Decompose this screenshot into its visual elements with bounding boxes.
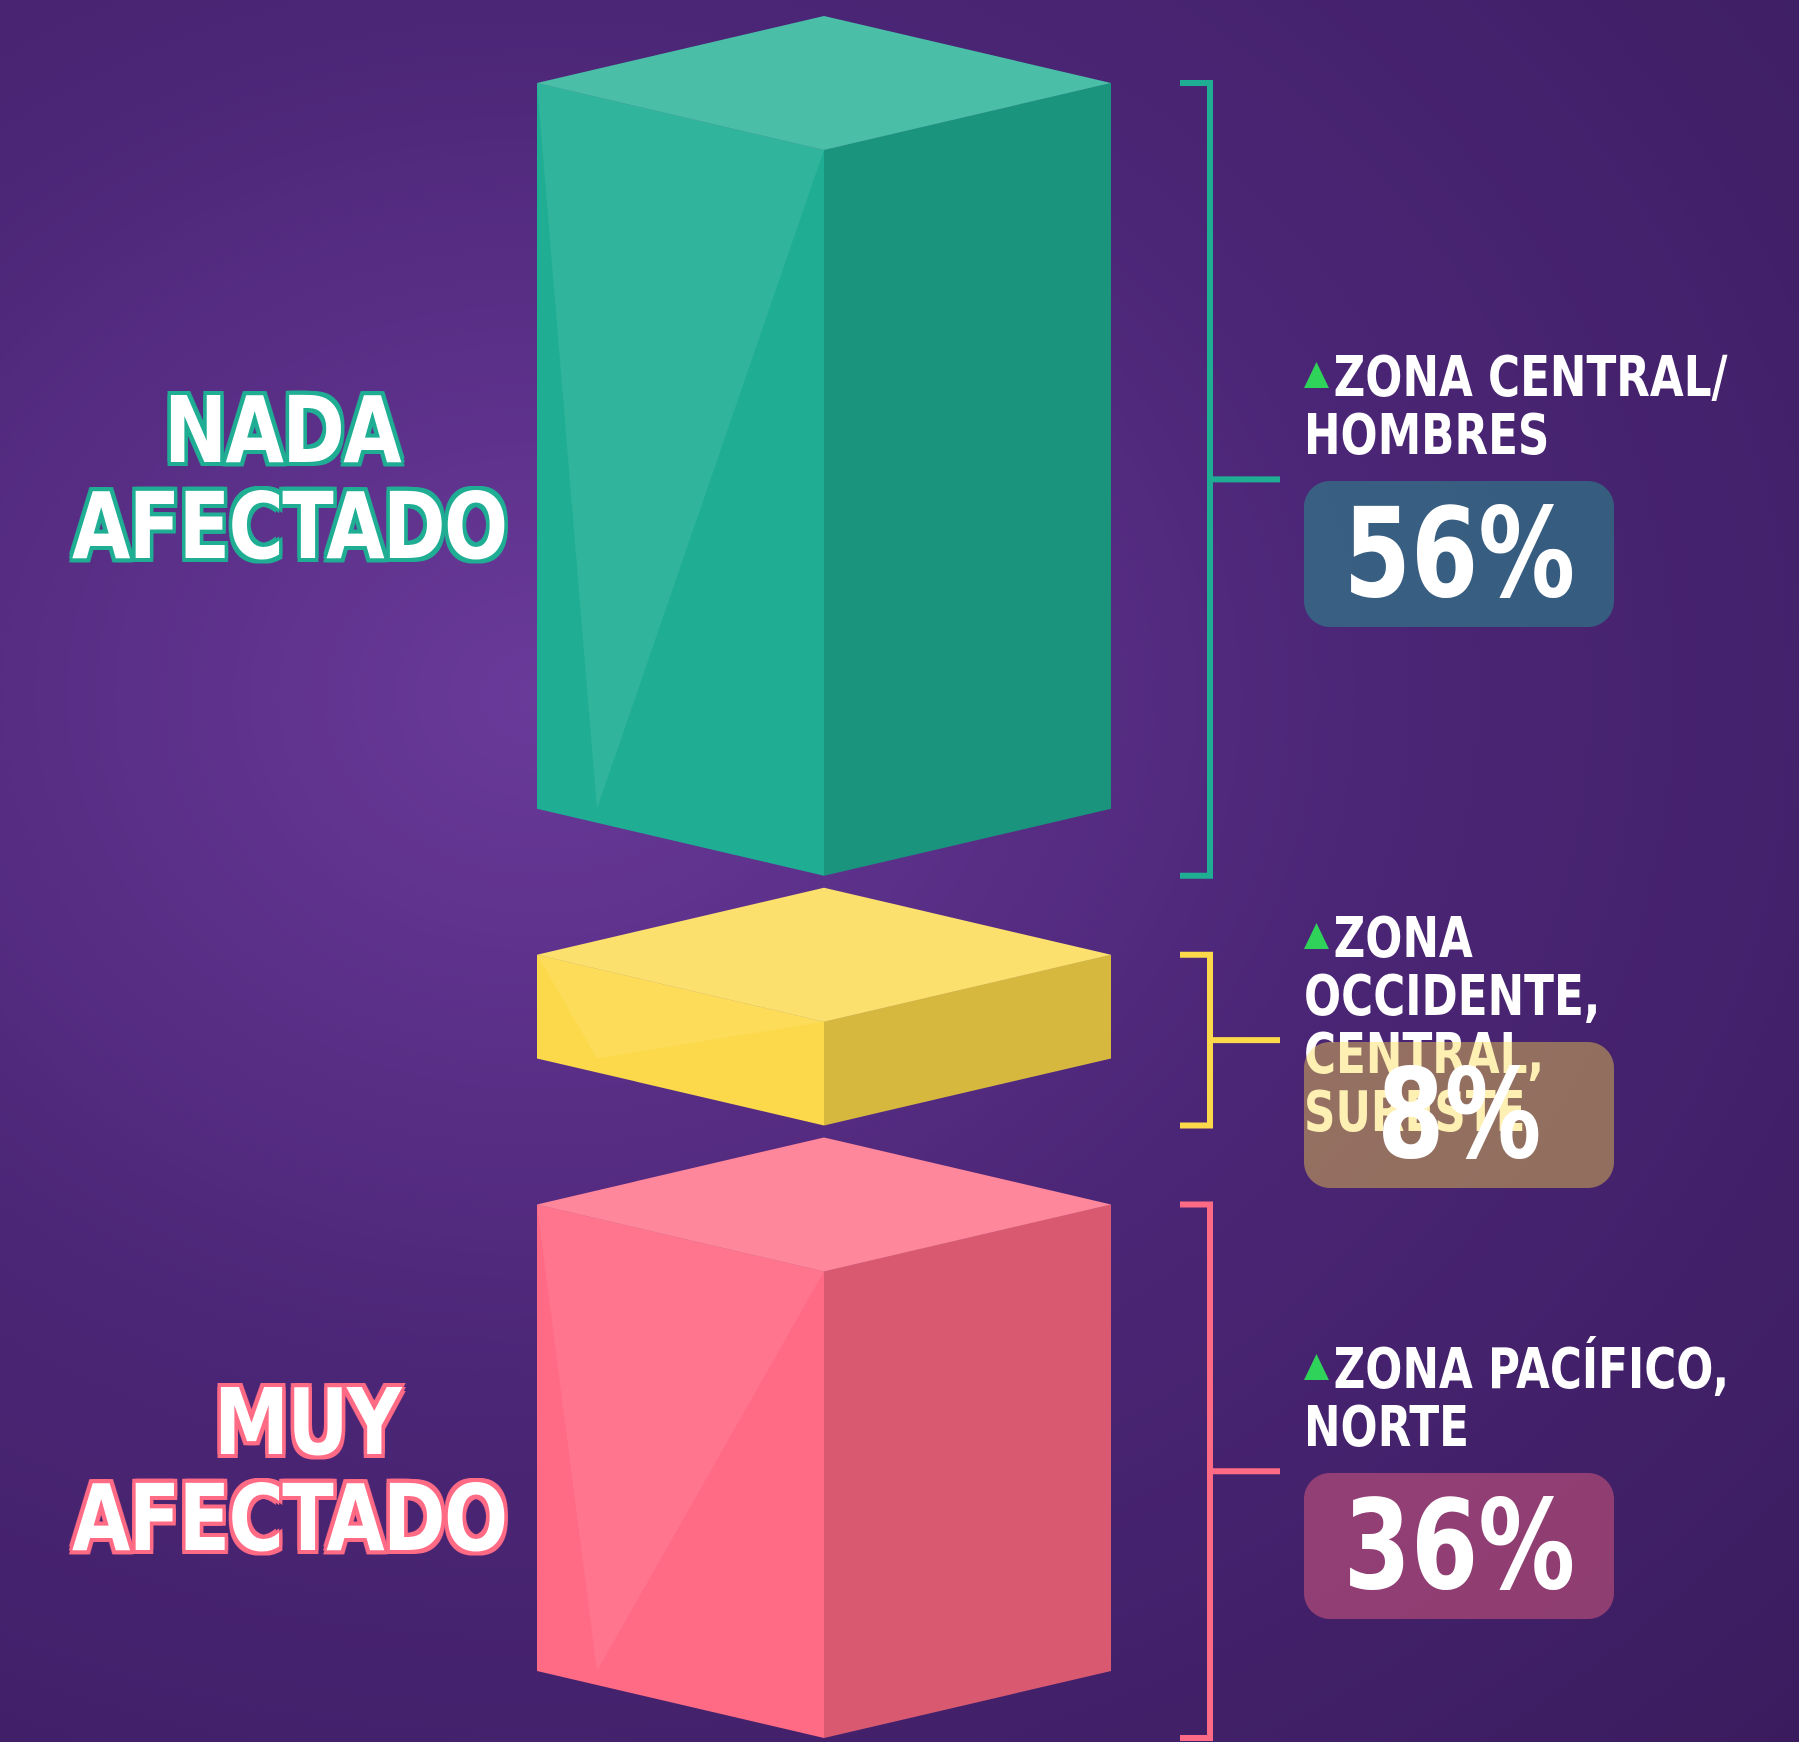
bar-left-light — [537, 954, 824, 1059]
bar-right-face — [824, 1204, 1111, 1738]
bar-top-face — [537, 887, 1111, 1022]
bar-right-face — [824, 83, 1111, 876]
category-label: NADA AFECTADO — [72, 377, 508, 581]
value-label: 8% — [1376, 1043, 1542, 1188]
pill-background — [1304, 1042, 1614, 1189]
bar-left-face — [537, 954, 824, 1126]
value-label: 36% — [1343, 1474, 1575, 1619]
bracket — [1180, 1201, 1280, 1741]
bar-top-light — [537, 16, 1111, 150]
pill-background — [1304, 1473, 1614, 1620]
bar-segment — [537, 1137, 1111, 1738]
bar-right-shade — [824, 954, 1111, 1126]
value-pill: 36% — [1304, 1473, 1614, 1620]
bar-top-light — [537, 1137, 1111, 1272]
bar-right-face — [824, 954, 1111, 1126]
value-pill: 8% — [1304, 1042, 1614, 1189]
value-label: 56% — [1343, 482, 1575, 627]
bar-right-shade — [824, 1204, 1111, 1738]
note: ZONA PACÍFICO, NORTE — [1304, 1341, 1741, 1457]
category-label: MUY AFECTADO — [72, 1369, 508, 1573]
bar-top-light — [537, 887, 1111, 1022]
bar-top-face — [537, 16, 1111, 150]
bar-segment — [537, 887, 1111, 1126]
value-pill: 56% — [1304, 481, 1614, 628]
note: ZONA CENTRAL/ HOMBRES — [1304, 349, 1741, 465]
bar-left-face — [537, 83, 824, 876]
bar-segment — [537, 16, 1111, 876]
bar-left-face — [537, 1204, 824, 1738]
bar-top-face — [537, 1137, 1111, 1272]
bracket — [1180, 80, 1280, 879]
bar-right-shade — [824, 83, 1111, 876]
bracket — [1180, 951, 1280, 1129]
note: ZONA OCCIDENTE, CENTRAL, SURESTE — [1304, 910, 1741, 1142]
bar-left-light — [537, 1204, 824, 1671]
pill-background — [1304, 481, 1614, 628]
bar-left-light — [537, 83, 824, 809]
